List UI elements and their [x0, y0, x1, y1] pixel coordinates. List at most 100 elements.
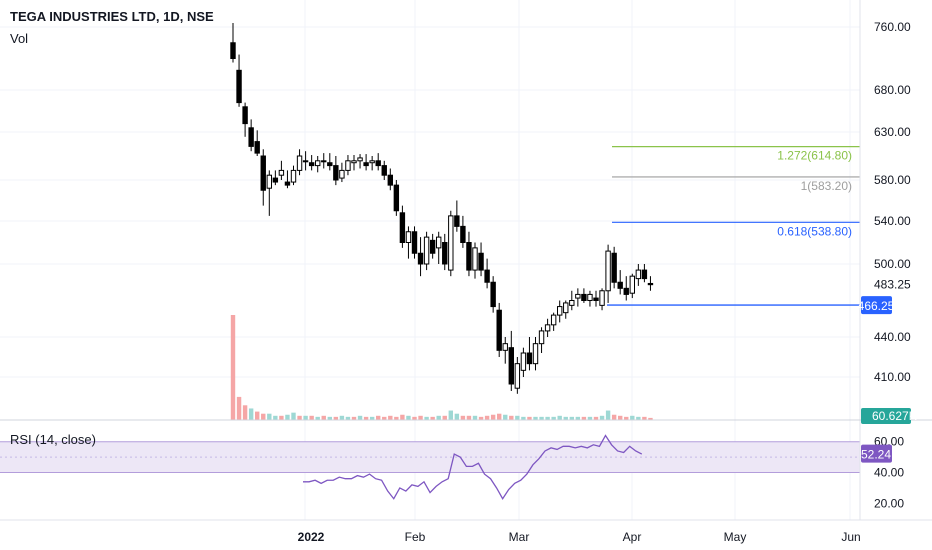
volume-bar — [611, 414, 617, 420]
volume-bar — [454, 413, 460, 420]
volume-bar — [472, 415, 478, 420]
volume-badge-text: 60.627K — [872, 409, 917, 423]
volume-bar — [242, 405, 248, 420]
price-tick-label: 410.00 — [874, 370, 911, 384]
rsi-indicator-label: RSI (14, close) — [10, 432, 96, 447]
volume-bar — [497, 413, 502, 420]
time-tick-label: Mar — [509, 530, 530, 544]
volume-bar — [303, 415, 308, 420]
volume-bar — [309, 415, 314, 420]
volume-badge — [861, 408, 911, 424]
candle — [339, 169, 345, 179]
volume-bar — [563, 416, 568, 420]
volume-bar — [400, 414, 405, 420]
candle — [278, 169, 285, 176]
candle — [641, 269, 648, 280]
candle — [460, 225, 466, 243]
volume-bar — [236, 396, 242, 420]
volume-bar — [605, 410, 611, 420]
volume-bar — [539, 416, 544, 420]
volume-bar — [388, 415, 393, 420]
volume-bar — [587, 416, 593, 420]
time-tick-label: Feb — [405, 530, 426, 544]
volume-bar — [321, 415, 326, 420]
volume-bar — [484, 415, 490, 420]
price-tick-label: 580.00 — [874, 173, 911, 187]
volume-bar — [478, 416, 484, 420]
fib-level-label: 0.618(538.80) — [777, 224, 852, 238]
volume-bar — [255, 411, 260, 420]
candle — [490, 281, 496, 308]
volume-bar — [581, 416, 587, 420]
candle — [351, 160, 357, 164]
volume-bar — [369, 416, 375, 420]
fib-level-label: 1(583.20) — [801, 179, 852, 193]
candle — [496, 309, 502, 351]
price-tick-label: 630.00 — [874, 125, 911, 139]
volume-bar — [424, 416, 429, 420]
candle — [296, 155, 303, 171]
volume-bar — [357, 415, 363, 420]
candle — [587, 293, 593, 301]
candle — [429, 239, 436, 254]
volume-bars — [230, 315, 653, 420]
time-tick-label: Apr — [623, 530, 642, 544]
candle — [448, 215, 454, 271]
level-badge-text: 466.25 — [858, 299, 895, 313]
candle — [502, 343, 508, 351]
candles — [230, 23, 654, 394]
volume-bar — [418, 415, 423, 420]
volume-bar — [630, 415, 635, 420]
candle — [593, 297, 599, 302]
level-badge — [861, 296, 892, 315]
volume-bar — [291, 412, 296, 420]
volume-bar — [376, 415, 381, 420]
volume-bar — [527, 416, 532, 420]
chart-title: TEGA INDUSTRIES LTD, 1D, NSE — [10, 9, 214, 24]
volume-bar — [460, 415, 466, 420]
volume-bar — [273, 415, 278, 420]
candle — [581, 293, 587, 301]
volume-bar — [267, 413, 272, 420]
volume-bar — [351, 416, 357, 420]
candle — [484, 269, 490, 283]
rsi-line — [303, 434, 643, 501]
candle — [514, 363, 521, 389]
candle — [411, 231, 418, 254]
candle — [575, 293, 581, 299]
candle — [266, 174, 273, 189]
candle — [569, 300, 575, 306]
volume-bar — [593, 416, 599, 420]
volume-bar — [442, 415, 447, 420]
volume-bar — [285, 414, 290, 420]
candle — [308, 162, 315, 167]
volume-bar — [230, 315, 236, 420]
candle — [454, 215, 460, 227]
price-tick-label: 760.00 — [874, 20, 911, 34]
candle — [472, 247, 478, 271]
volume-bar — [394, 416, 399, 420]
fibonacci-levels[interactable]: 1.272(614.80) 1(583.20) 0.618(538.80) — [607, 145, 860, 306]
volume-bar — [490, 414, 496, 420]
candle — [357, 157, 363, 162]
candle — [405, 231, 412, 243]
candle — [381, 165, 387, 176]
volume-bar — [515, 415, 520, 420]
volume-bar — [261, 413, 266, 420]
volume-bar — [333, 416, 339, 420]
volume-bar — [297, 415, 302, 420]
volume-bar — [448, 410, 453, 420]
volume-bar — [503, 414, 508, 420]
candle — [550, 314, 557, 326]
volume-bar — [521, 416, 526, 420]
volume-bar — [406, 415, 411, 420]
volume-bar — [466, 415, 472, 420]
fib-level-label: 1.272(614.80) — [777, 149, 852, 163]
volume-bar — [599, 415, 605, 420]
volume-bar — [575, 416, 581, 420]
volume-bar — [248, 408, 254, 420]
candle — [236, 69, 242, 104]
candle — [557, 306, 563, 316]
